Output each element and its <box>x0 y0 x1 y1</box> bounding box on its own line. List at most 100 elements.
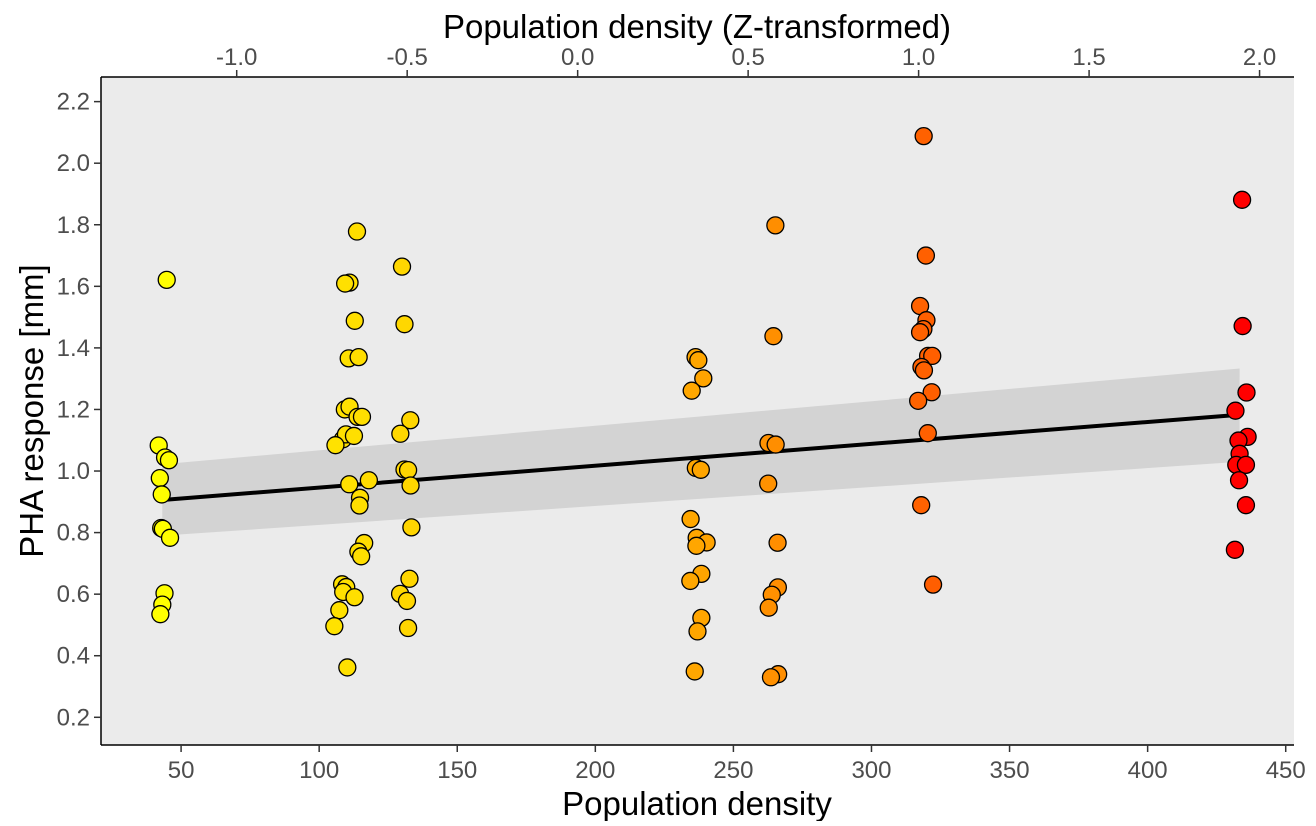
data-point <box>335 274 355 293</box>
data-point <box>340 475 359 494</box>
data-point <box>764 327 783 346</box>
data-point <box>398 460 418 480</box>
y-tick-label: 1.8 <box>57 212 90 239</box>
data-point <box>160 528 180 547</box>
data-point <box>157 270 176 290</box>
data-point <box>916 246 936 265</box>
data-point <box>912 496 931 515</box>
y-tick-label: 0.8 <box>57 520 90 547</box>
data-point <box>392 257 412 276</box>
x-tick-label: 100 <box>299 757 339 784</box>
data-point <box>681 571 700 591</box>
y-tick-label: 1.6 <box>57 273 90 300</box>
data-point <box>397 591 417 611</box>
data-point <box>759 598 778 617</box>
data-point <box>689 351 708 370</box>
data-point <box>1236 455 1256 475</box>
x-tick-label: 200 <box>575 757 615 784</box>
data-point <box>151 605 170 624</box>
data-point <box>400 569 419 588</box>
x-tick-label: 350 <box>990 757 1030 784</box>
x-axis-title: Population density <box>562 785 832 821</box>
data-point <box>401 411 420 430</box>
ticks-layer: 50 100 150 200 250 300 350 400 450 0.2 0.4 0.6 0.8 1.… <box>57 44 1306 784</box>
data-point <box>923 346 942 366</box>
data-point <box>326 436 345 455</box>
data-point <box>766 216 785 235</box>
data-point <box>691 460 710 479</box>
data-point <box>325 617 344 636</box>
data-point <box>918 424 937 443</box>
data-point <box>338 658 357 677</box>
data-point <box>759 474 778 493</box>
data-point <box>330 601 349 620</box>
data-point <box>152 485 171 504</box>
data-point <box>685 662 704 681</box>
y-tick-label: 1.4 <box>57 335 90 362</box>
data-point <box>766 435 785 454</box>
data-point <box>359 471 379 490</box>
x-tick-label: 300 <box>851 757 891 784</box>
top-x-tick-label: 2.0 <box>1243 44 1276 71</box>
data-point <box>1236 496 1256 515</box>
data-point <box>159 451 179 470</box>
data-point <box>1229 471 1249 490</box>
y-tick-label: 1.2 <box>57 396 90 423</box>
top-x-tick-label: 1.0 <box>902 44 935 71</box>
data-point <box>1233 316 1252 336</box>
data-point <box>761 668 781 687</box>
axes-layer <box>100 76 1294 746</box>
x-tick-label: 400 <box>1128 757 1168 784</box>
top-x-axis-title: Population density (Z-transformed) <box>443 8 951 45</box>
data-point <box>687 536 706 555</box>
top-x-tick-label: 0.5 <box>731 44 764 71</box>
top-x-tick-label: 0.0 <box>561 44 594 71</box>
data-point <box>391 424 410 443</box>
x-tick-label: 250 <box>713 757 753 784</box>
y-tick-label: 0.4 <box>57 643 90 670</box>
top-x-tick-label: -1.0 <box>216 44 257 71</box>
top-x-tick-label: -0.5 <box>386 44 427 71</box>
data-points-layer <box>149 126 1257 687</box>
x-tick-label: 150 <box>437 757 477 784</box>
data-point <box>402 518 421 537</box>
y-tick-label: 2.0 <box>57 150 90 177</box>
data-point <box>347 222 367 241</box>
x-tick-label: 50 <box>168 757 195 784</box>
data-point <box>1225 540 1245 559</box>
data-point <box>908 391 928 410</box>
data-point <box>349 347 368 367</box>
data-point <box>345 588 364 607</box>
data-point <box>922 383 941 402</box>
y-tick-label: 0.2 <box>57 704 90 731</box>
data-point <box>1237 383 1256 402</box>
data-point <box>351 547 371 566</box>
data-point <box>350 496 369 515</box>
data-point <box>401 476 420 495</box>
confidence-band-layer <box>162 368 1240 536</box>
data-point <box>395 315 414 334</box>
y-tick-label: 0.6 <box>57 581 90 608</box>
confidence-band <box>162 368 1240 536</box>
data-point <box>688 622 707 641</box>
y-axis-title: PHA response [mm] <box>13 264 50 557</box>
data-point <box>344 426 364 446</box>
y-tick-label: 1.0 <box>57 458 90 485</box>
data-point <box>398 618 418 638</box>
data-point <box>1226 401 1245 420</box>
data-point <box>914 361 934 380</box>
data-point <box>345 311 364 330</box>
data-point <box>910 323 930 342</box>
data-point <box>923 575 943 594</box>
x-tick-label: 450 <box>1266 757 1306 784</box>
data-point <box>694 369 713 388</box>
data-point <box>768 533 787 552</box>
data-point <box>1232 190 1252 209</box>
data-point <box>150 468 169 488</box>
data-point <box>681 509 700 529</box>
top-x-tick-label: 1.5 <box>1072 44 1105 71</box>
data-point <box>352 407 372 426</box>
data-point <box>914 126 933 146</box>
